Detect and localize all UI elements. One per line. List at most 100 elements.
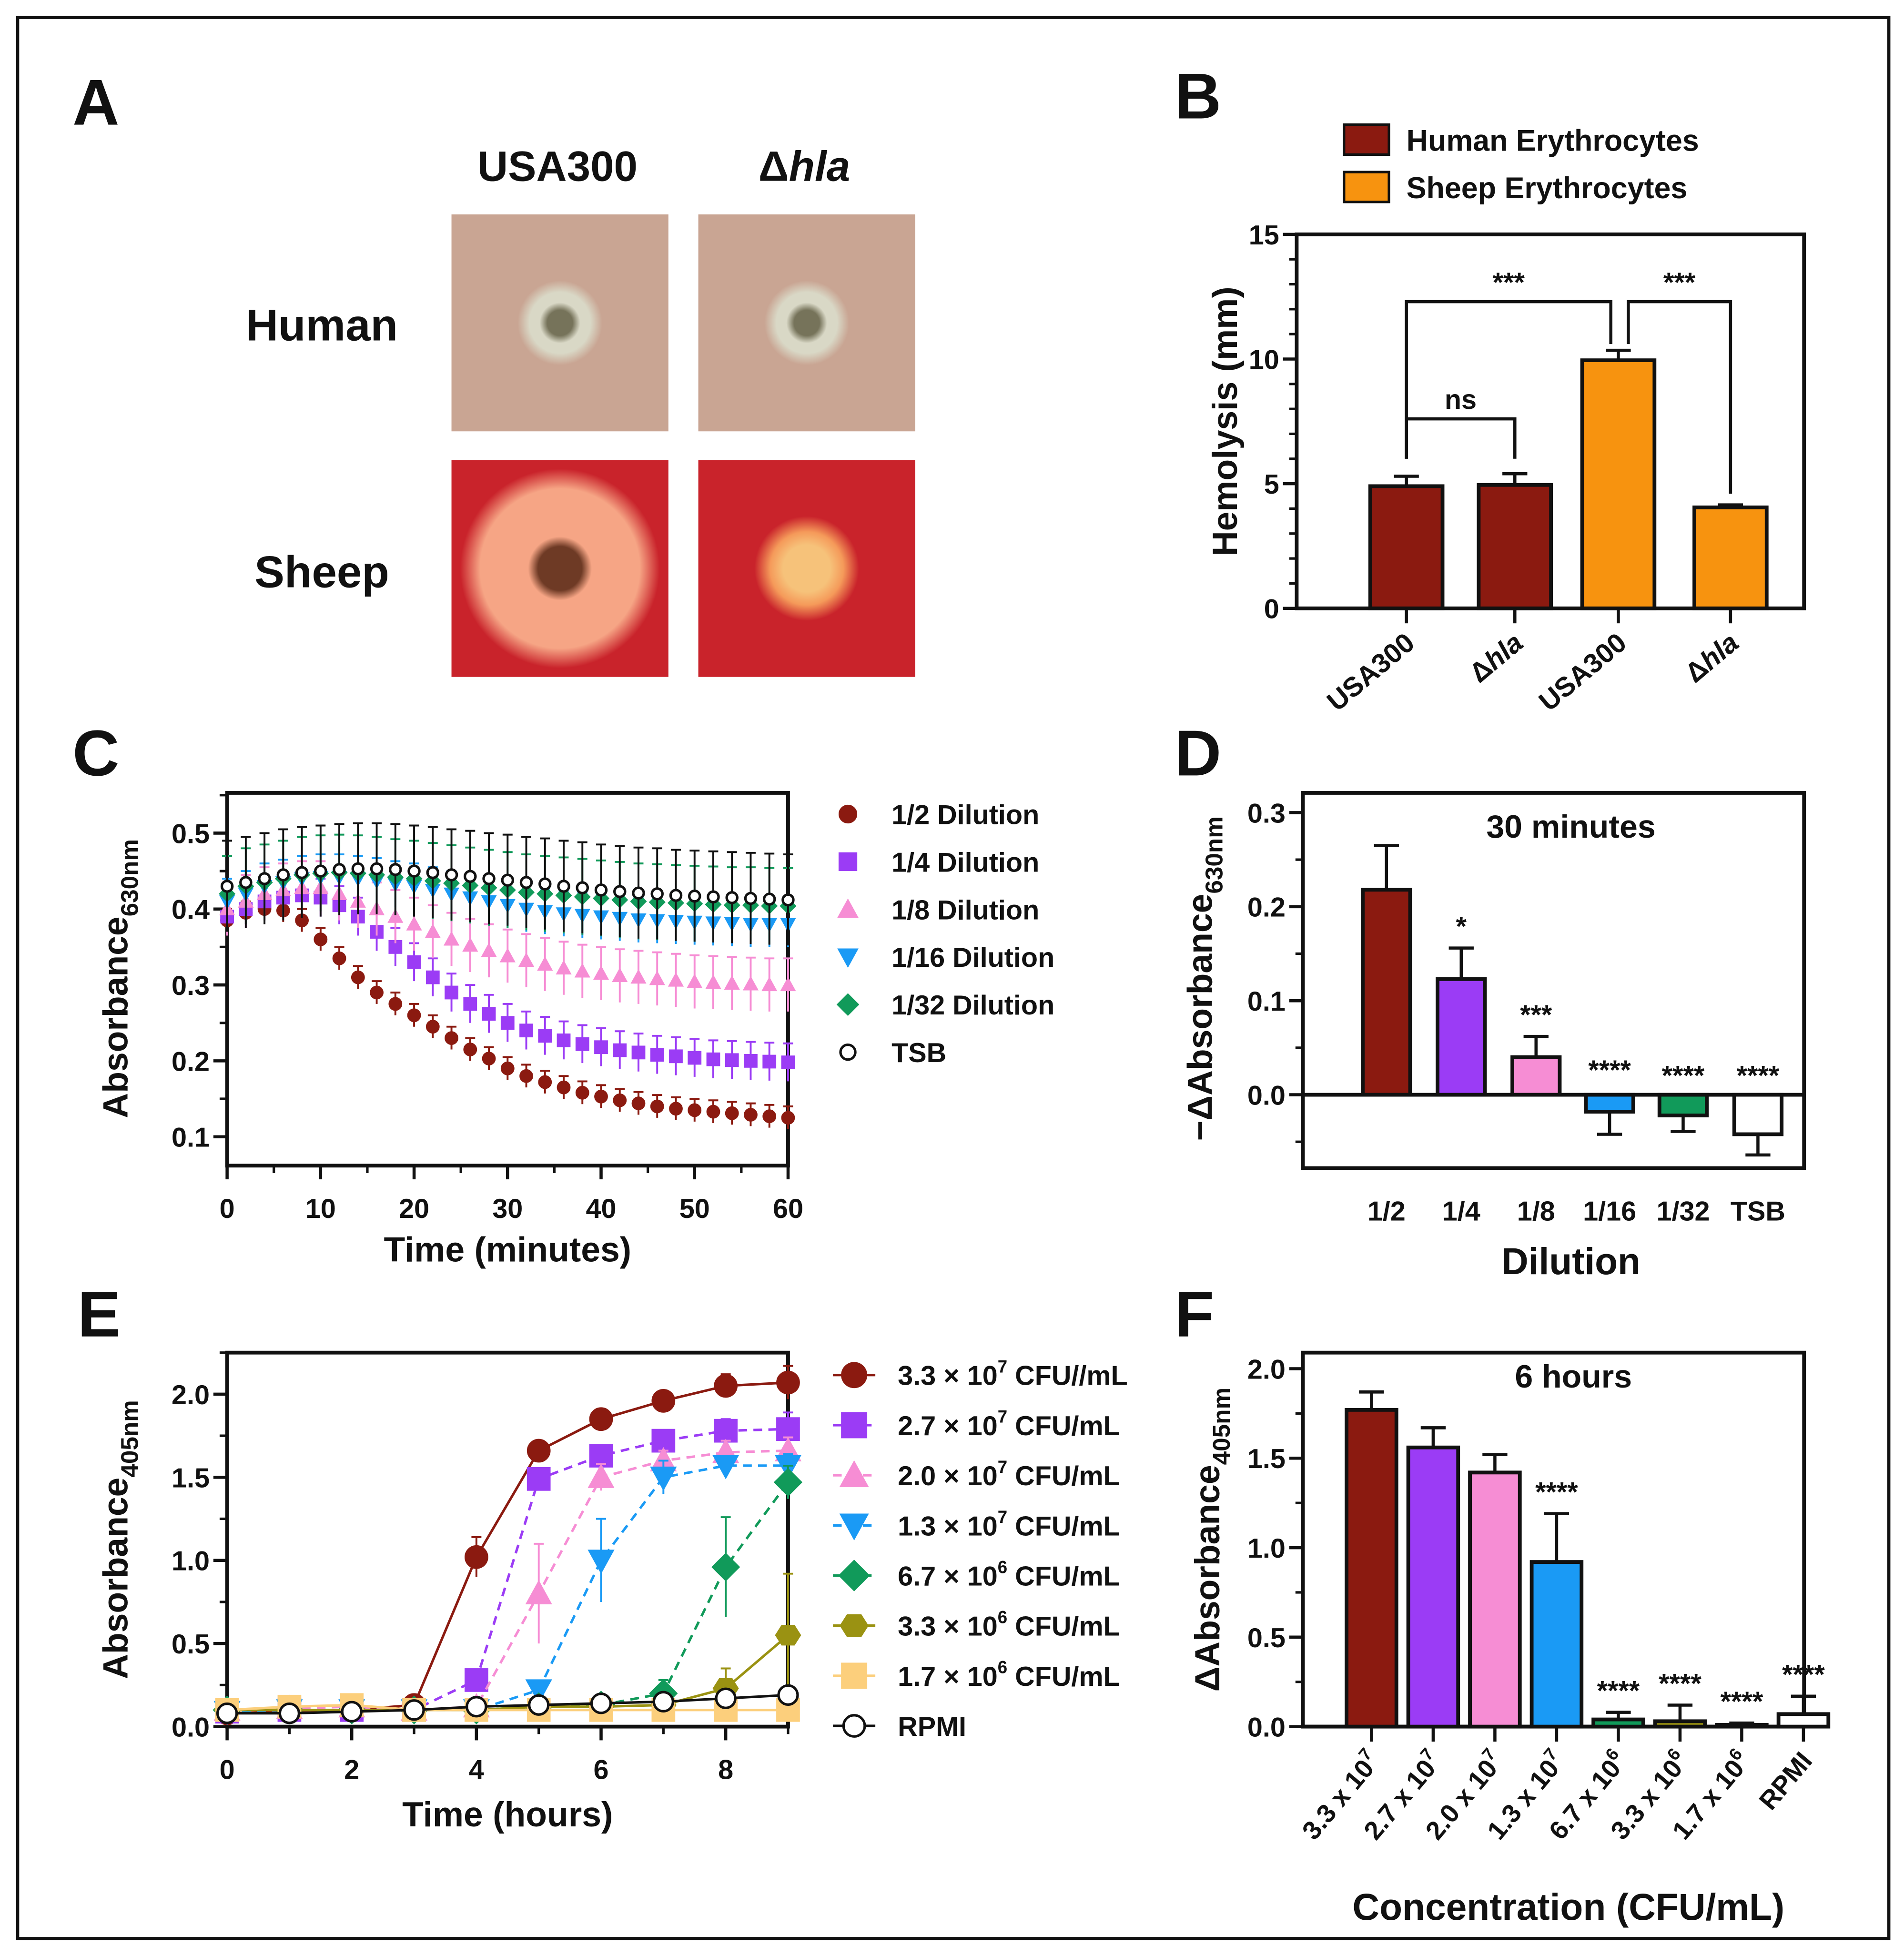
data-point (630, 969, 647, 984)
legend-label: 2.0 × 107 CFU/mL (898, 1457, 1120, 1491)
data-point (445, 985, 458, 1000)
legend-marker (839, 1043, 857, 1061)
y-tick-label: 0.3 (1247, 798, 1286, 829)
data-point (557, 880, 570, 893)
y-axis-label-main: ΔAbsorbance (1188, 1465, 1227, 1692)
data-point (777, 1684, 799, 1706)
panel-a: USA300 Δhla Human Sheep (246, 142, 915, 677)
legend-item: 6.7 × 106 CFU/mL (833, 1557, 1120, 1591)
data-point (650, 1099, 664, 1114)
legend-label-base: 2.7 × 10 (898, 1411, 998, 1441)
plate-sheep-usa300 (451, 460, 668, 677)
legend-label: RPMI (898, 1712, 966, 1742)
data-point (500, 1061, 515, 1075)
significance-stars: **** (1535, 1477, 1578, 1508)
y-tick-label: 0 (1264, 594, 1279, 625)
panel-d-chart: 0.0 0.1 0.2 0.3 30 minutes −ΔAbsorbance630nm D… (1181, 791, 1806, 1282)
legend-item: 1.7 × 106 CFU/mL (833, 1658, 1120, 1692)
plot-area-border (225, 1350, 790, 1729)
data-point (715, 1687, 737, 1709)
significance-stars: **** (1662, 1061, 1705, 1091)
data-point (725, 1106, 739, 1120)
legend-label-exponent: 6 (998, 1658, 1007, 1677)
bar (1477, 483, 1553, 610)
significance-stars: **** (1737, 1061, 1780, 1091)
data-point (613, 1093, 627, 1107)
legend-item: 1/16 Dilution (837, 943, 1054, 973)
legend-label: Human Erythrocytes (1407, 124, 1699, 158)
legend-label: 1.3 × 107 CFU/mL (898, 1507, 1120, 1541)
data-point (276, 868, 290, 882)
data-point (527, 1467, 551, 1491)
x-tick-label: 0 (220, 1754, 235, 1785)
data-point (465, 1545, 488, 1569)
legend-label-exponent: 7 (998, 1407, 1007, 1427)
plot-area-border (1301, 791, 1806, 1170)
legend-marker (838, 852, 858, 872)
legend-item: 3.3 × 106 CFU/mL (833, 1607, 1120, 1642)
data-point (651, 1389, 676, 1413)
y-tick-label: 1.5 (172, 1463, 210, 1493)
x-axis-label: Dilution (1501, 1240, 1641, 1282)
y-tick-label: 10 (1249, 345, 1279, 375)
data-point (669, 889, 683, 902)
data-point (650, 887, 664, 901)
bar (1776, 1712, 1831, 1729)
data-point (762, 892, 776, 906)
data-point (652, 1691, 674, 1713)
data-point (466, 1696, 487, 1718)
legend-item: 3.3 × 107 CFU//mL (833, 1357, 1128, 1391)
legend-marker (837, 898, 859, 918)
data-point (557, 1033, 571, 1047)
x-tick-label: 6 (593, 1754, 608, 1785)
significance-stars: **** (1588, 1055, 1631, 1085)
data-point (781, 893, 795, 907)
series-line (227, 1449, 789, 1712)
data-point (590, 1692, 612, 1714)
data-point (295, 866, 309, 880)
x-tick-label: 1/8 (1517, 1196, 1555, 1226)
hemolysis-zone (460, 468, 660, 669)
data-point (773, 1468, 803, 1497)
bar (1510, 1055, 1562, 1097)
x-axis-label: Concentration (CFU/mL) (1352, 1886, 1784, 1928)
data-point (632, 886, 645, 900)
legend-label: 1/8 Dilution (891, 895, 1039, 925)
data-point (714, 1419, 738, 1443)
legend-marker (836, 993, 860, 1016)
y-tick-label: 0.3 (172, 971, 210, 1001)
y-axis-label: Absorbance405nm (96, 1400, 143, 1679)
data-point (407, 864, 421, 878)
data-point (333, 863, 346, 876)
y-tick-label: 0.4 (172, 895, 210, 925)
y-axis-label: −ΔAbsorbance630nm (1181, 816, 1228, 1141)
y-axis-label: Hemolysis (mm) (1205, 286, 1245, 556)
bar (1436, 977, 1487, 1097)
data-point (593, 965, 609, 980)
data-point (406, 916, 422, 931)
data-point (744, 1108, 758, 1122)
column-header: USA300 (477, 142, 638, 190)
data-point (425, 1020, 440, 1034)
data-point (527, 1439, 551, 1463)
data-point (576, 881, 589, 894)
column-header-text: USA300 (477, 142, 638, 190)
significance-label: *** (1663, 267, 1696, 298)
significance-stars: **** (1721, 1686, 1763, 1717)
data-point (403, 1699, 425, 1721)
y-tick-label: 1.0 (1247, 1533, 1286, 1564)
data-point (744, 892, 758, 905)
x-axis-label: Time (minutes) (384, 1230, 631, 1269)
data-point (714, 1374, 738, 1398)
legend-label: TSB (891, 1038, 946, 1068)
data-point (538, 877, 552, 891)
data-point (464, 870, 477, 883)
x-tick-label: 2 (344, 1754, 359, 1785)
data-point (538, 1075, 552, 1089)
data-point (538, 1029, 552, 1043)
legend-label-base: 1.7 × 10 (898, 1662, 998, 1692)
data-point (481, 943, 497, 957)
legend-marker (838, 1560, 870, 1591)
data-point (341, 1701, 363, 1723)
data-point (775, 1625, 801, 1646)
